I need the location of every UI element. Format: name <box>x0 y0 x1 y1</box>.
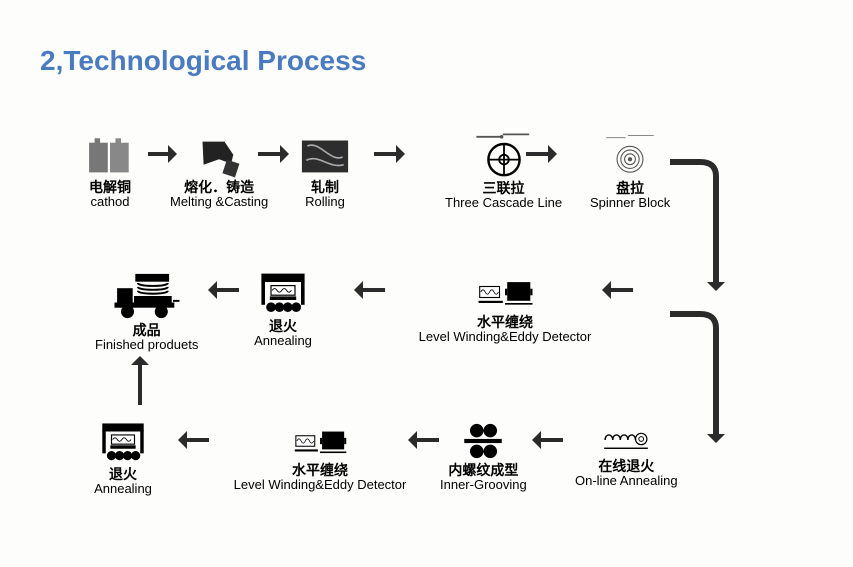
rolling-icon <box>295 135 355 179</box>
label-cn: 水平缠绕 <box>400 314 610 330</box>
node-anneal2: 退火Annealing <box>90 420 156 497</box>
truck-icon <box>102 270 192 322</box>
cathod-icon <box>80 135 140 179</box>
arrow <box>258 143 289 170</box>
label-cn: 轧制 <box>295 179 355 195</box>
spinner-icon <box>603 132 657 180</box>
arrow <box>668 156 729 302</box>
node-spinner: 盘拉Spinner Block <box>590 132 670 211</box>
label-cn: 盘拉 <box>590 180 670 196</box>
groove-icon <box>457 420 509 462</box>
melt-icon <box>191 135 247 179</box>
label-cn: 退火 <box>250 318 316 334</box>
node-anneal1: 退火Annealing <box>250 270 316 349</box>
label-en: Level Winding&Eddy Detector <box>215 478 425 493</box>
label-cn: 电解铜 <box>80 179 140 195</box>
page: 2,Technological Process 电解铜cathod 熔化．铸造Me… <box>0 0 853 567</box>
online-icon <box>590 420 662 458</box>
level-icon <box>230 420 410 462</box>
label-en: On-line Annealing <box>575 474 678 489</box>
process-diagram: 电解铜cathod 熔化．铸造Melting &Casting 轧制Rolling 三… <box>70 120 790 540</box>
arrow <box>526 143 557 170</box>
label-en: Rolling <box>295 195 355 210</box>
label-cn: 三联拉 <box>445 180 562 196</box>
node-online: 在线退火On-line Annealing <box>575 420 678 489</box>
label-cn: 在线退火 <box>575 458 678 474</box>
label-cn: 内螺纹成型 <box>440 462 527 478</box>
label-en: Melting &Casting <box>170 195 268 210</box>
label-cn: 成品 <box>95 322 198 338</box>
label-en: Annealing <box>250 334 316 349</box>
label-en: Spinner Block <box>590 196 670 211</box>
level-icon <box>415 270 595 314</box>
node-melt: 熔化．铸造Melting &Casting <box>170 135 268 210</box>
cascade-icon <box>474 132 534 180</box>
node-level2: 水平缠绕Level Winding&Eddy Detector <box>215 420 425 493</box>
label-en: Inner-Grooving <box>440 478 527 493</box>
label-en: Annealing <box>90 482 156 497</box>
label-en: Level Winding&Eddy Detector <box>400 330 610 345</box>
arrow <box>602 279 633 306</box>
page-title: 2,Technological Process <box>40 45 366 77</box>
anneal-icon <box>90 420 156 466</box>
node-finished: 成品Finished produets <box>95 270 198 353</box>
arrow <box>532 429 563 456</box>
arrow <box>208 279 239 306</box>
anneal-icon <box>250 270 316 318</box>
label-cn: 退火 <box>90 466 156 482</box>
label-cn: 水平缠绕 <box>215 462 425 478</box>
node-groove: 内螺纹成型Inner-Grooving <box>440 420 527 493</box>
node-level1: 水平缠绕Level Winding&Eddy Detector <box>400 270 610 345</box>
label-en: Finished produets <box>95 338 198 353</box>
label-en: Three Cascade Line <box>445 196 562 211</box>
arrow <box>178 429 209 456</box>
arrow <box>668 308 729 454</box>
arrow <box>129 356 151 410</box>
arrow <box>354 279 385 306</box>
arrow <box>148 143 177 170</box>
node-rolling: 轧制Rolling <box>295 135 355 210</box>
label-en: cathod <box>80 195 140 210</box>
arrow <box>408 429 439 456</box>
label-cn: 熔化．铸造 <box>170 179 268 195</box>
node-cathod: 电解铜cathod <box>80 135 140 210</box>
arrow <box>374 143 405 170</box>
